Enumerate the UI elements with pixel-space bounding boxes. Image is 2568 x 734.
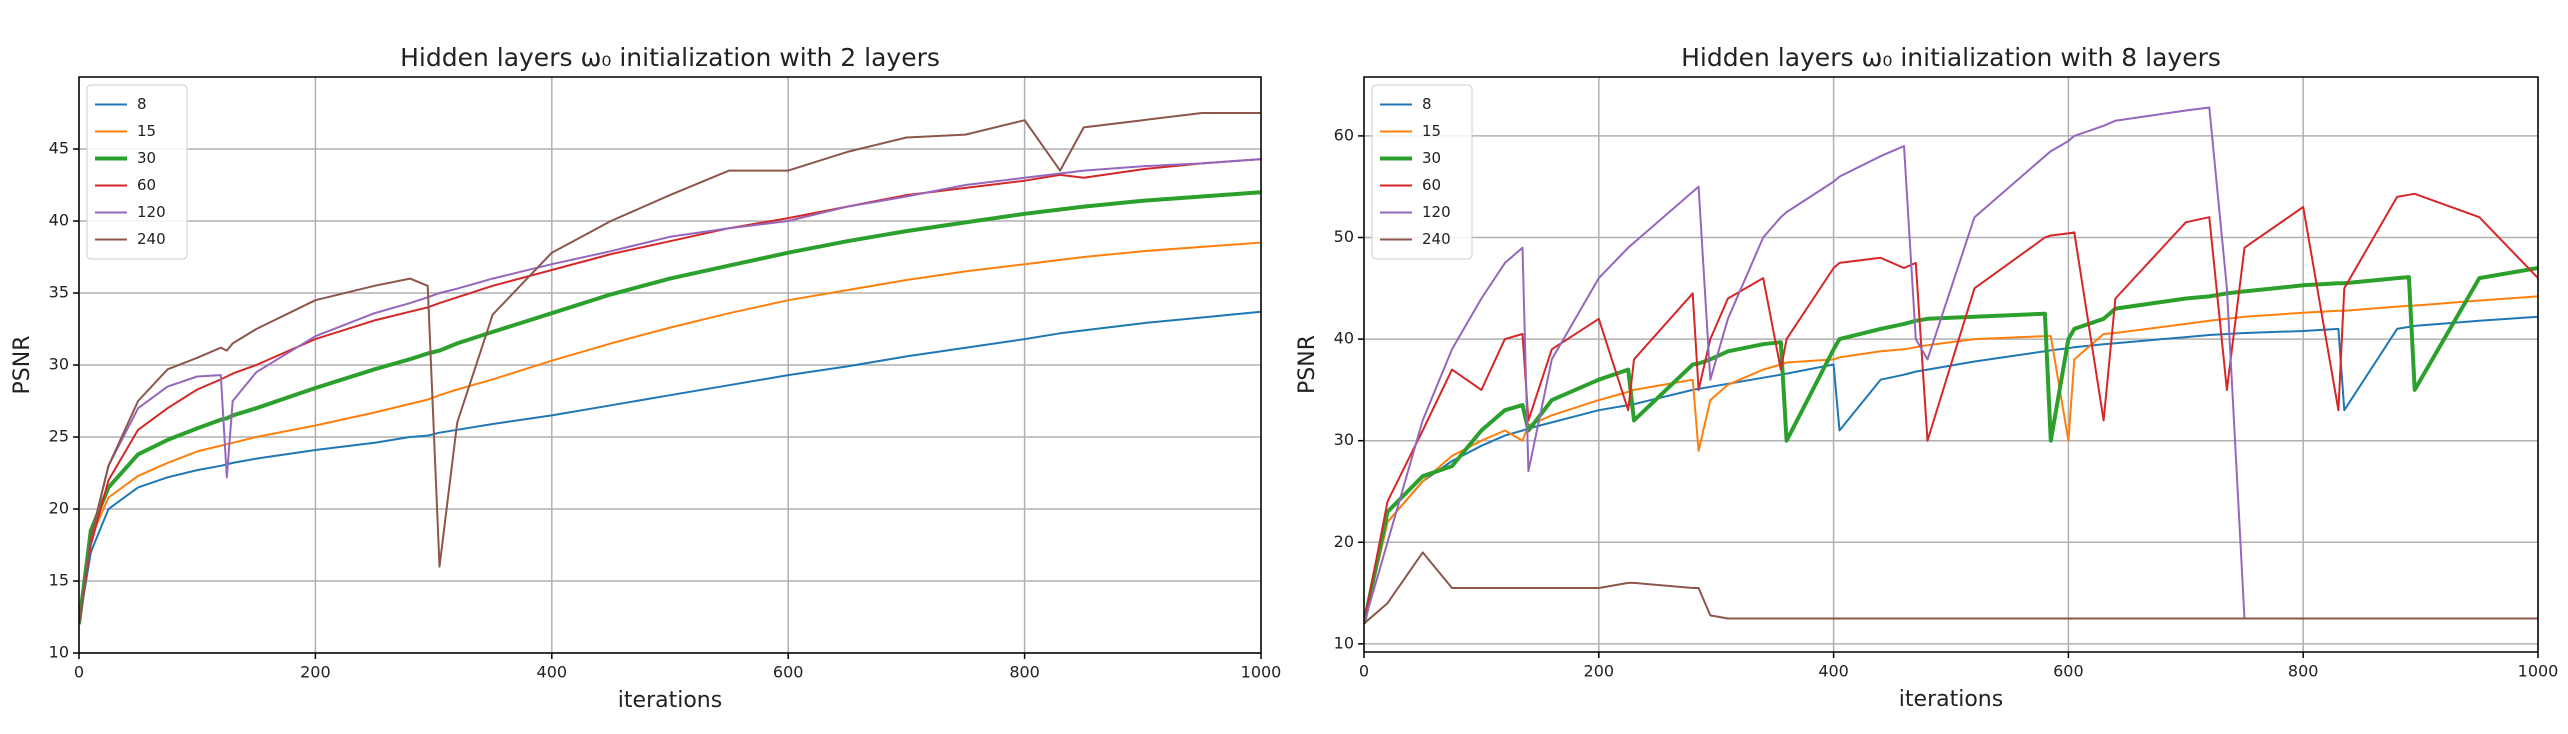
x-tick-label: 0 (1359, 662, 1369, 681)
y-tick-label: 50 (1334, 227, 1354, 246)
y-tick-label: 25 (49, 427, 69, 446)
y-tick-label: 30 (49, 355, 69, 374)
legend-label: 8 (1422, 95, 1432, 113)
series-line (1364, 192, 2538, 624)
y-tick-label: 40 (1334, 329, 1354, 348)
axes-frame (1363, 76, 2539, 653)
x-tick-label: 600 (2053, 662, 2084, 681)
x-tick-label: 1000 (2518, 662, 2559, 681)
legend-label: 15 (1422, 122, 1441, 140)
x-tick-label: 1000 (1241, 663, 1282, 682)
legend-label: 240 (137, 230, 166, 248)
series-line (79, 112, 1261, 625)
y-tick-label: 40 (49, 211, 69, 230)
legend-box (1371, 84, 1473, 260)
y-axis-label: PSNR (10, 336, 35, 395)
y-tick-label: 20 (1334, 532, 1354, 551)
y-tick-label: 15 (49, 571, 69, 590)
x-tick-label: 400 (537, 663, 568, 682)
series-line (1364, 266, 2538, 625)
legend-label: 15 (137, 122, 156, 140)
plot: 0 200 400 600 800 1000 10 15 20 25 30 35 40 45 Hidden … (10, 43, 1281, 713)
y-axis-label: PSNR (1295, 335, 1320, 394)
axes-frame (78, 76, 1262, 654)
series-line (79, 190, 1261, 625)
legend-label: 30 (137, 149, 156, 167)
chart-title: Hidden layers ω₀ initialization with 8 l… (1681, 43, 2221, 72)
x-tick-label: 800 (2288, 662, 2319, 681)
series-line (79, 158, 1261, 625)
chart-title: Hidden layers ω₀ initialization with 2 l… (400, 43, 940, 72)
legend-label: 60 (1422, 176, 1441, 194)
y-tick-label: 10 (49, 643, 69, 662)
x-axis-label: iterations (618, 688, 722, 713)
legend-label: 30 (1422, 149, 1441, 167)
x-tick-label: 0 (74, 663, 84, 682)
y-tick-label: 30 (1334, 430, 1354, 449)
legend-label: 60 (137, 176, 156, 194)
y-tick-label: 20 (49, 499, 69, 518)
legend-label: 240 (1422, 230, 1451, 248)
y-tick-label: 35 (49, 283, 69, 302)
y-tick-label: 45 (49, 139, 69, 158)
x-axis-label: iterations (1899, 687, 2003, 712)
series-line (79, 241, 1261, 625)
x-tick-label: 400 (1818, 662, 1849, 681)
series-line (1364, 551, 2538, 625)
y-tick-label: 10 (1334, 633, 1354, 652)
legend-label: 120 (1422, 203, 1451, 221)
plot: 0 200 400 600 800 1000 10 20 30 40 50 60 Hidden laye… (1295, 43, 2558, 712)
x-tick-label: 200 (300, 663, 331, 682)
legend-label: 120 (137, 203, 166, 221)
x-tick-label: 600 (773, 663, 804, 682)
series-line (1364, 295, 2538, 624)
y-tick-label: 60 (1334, 125, 1354, 144)
x-tick-label: 800 (1009, 663, 1040, 682)
legend-label: 8 (137, 95, 147, 113)
legend-box (86, 84, 188, 260)
x-tick-label: 200 (1584, 662, 1615, 681)
series-line (79, 158, 1261, 625)
series-line (79, 310, 1261, 625)
